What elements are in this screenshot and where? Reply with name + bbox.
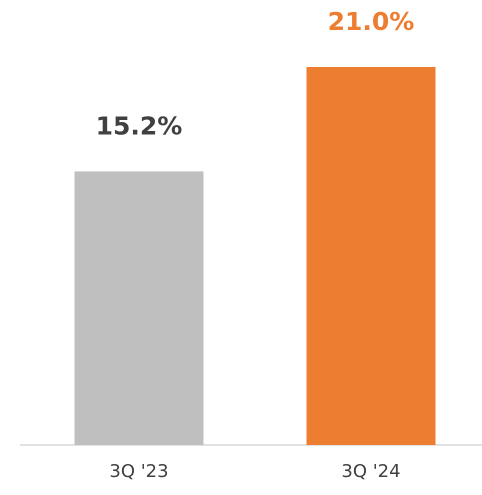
x-tick-label: 3Q '23 <box>109 461 168 482</box>
value-label: 15.2% <box>96 111 183 140</box>
x-tick-label: 3Q '24 <box>341 461 400 482</box>
bar <box>74 171 204 445</box>
bar <box>306 67 436 445</box>
value-label: 21.0% <box>328 7 415 36</box>
